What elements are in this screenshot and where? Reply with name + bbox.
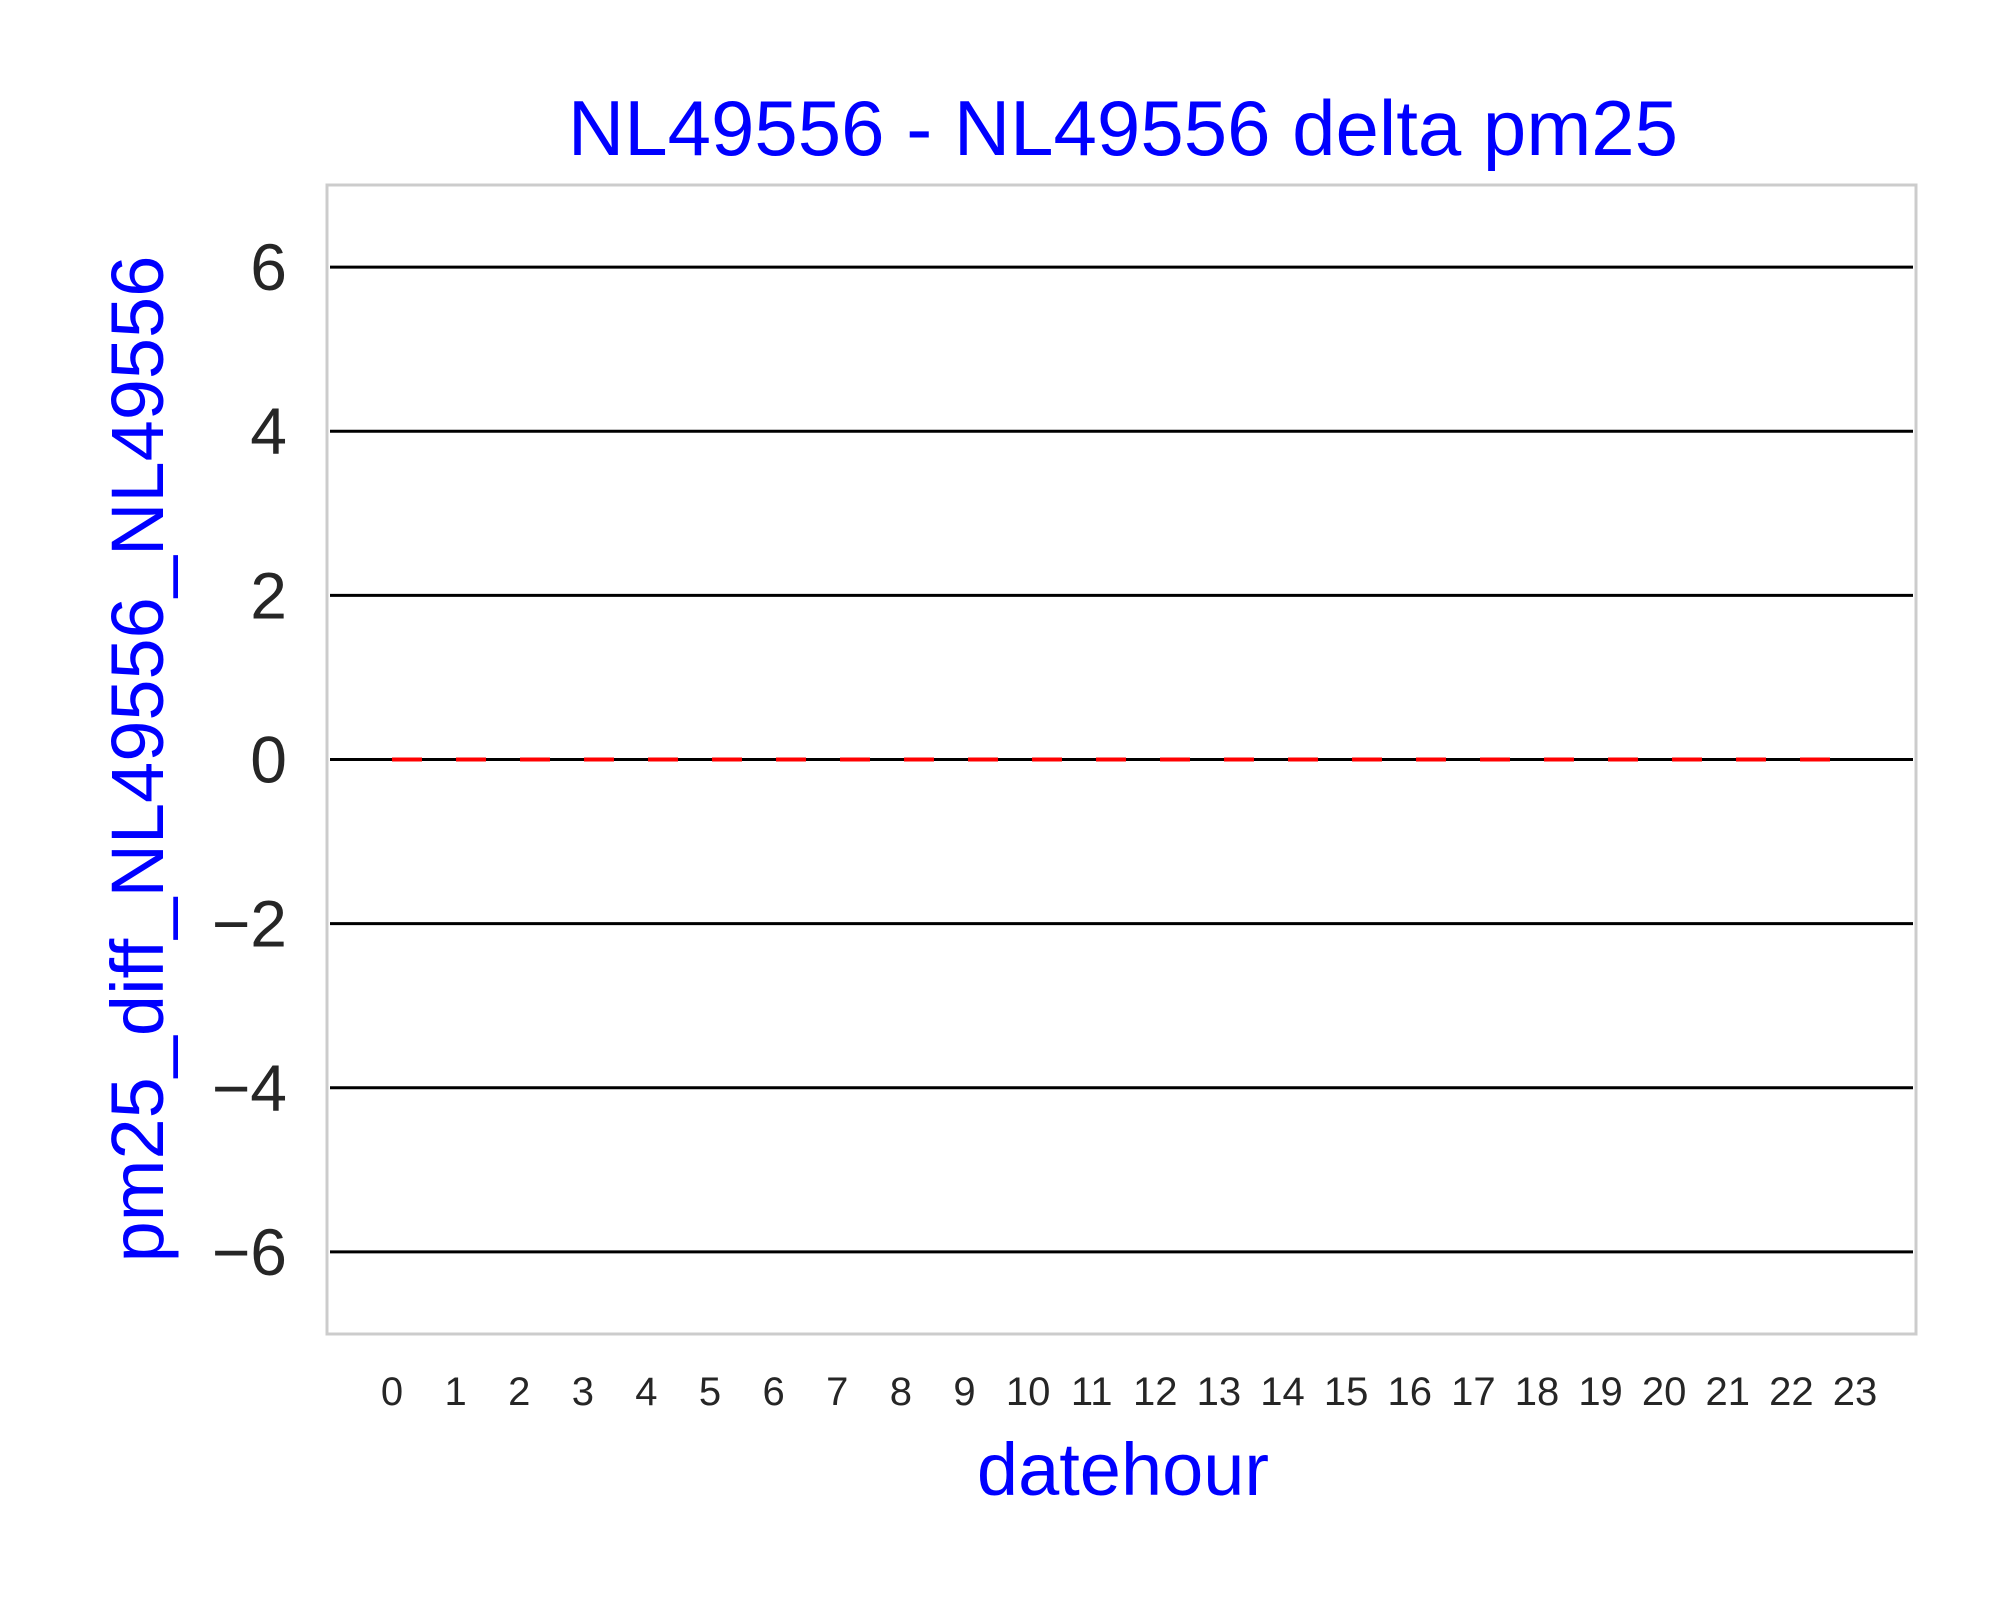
x-tick-label: 11	[1071, 1370, 1113, 1414]
x-tick-label: 4	[635, 1370, 657, 1414]
x-axis-label: datehour	[977, 1428, 1269, 1511]
y-tick-label: −6	[212, 1215, 287, 1289]
y-tick-label: −2	[212, 887, 287, 961]
x-tick-label: 0	[381, 1370, 403, 1414]
x-tick-label: 20	[1642, 1370, 1687, 1414]
y-axis-label: pm25_diff_NL49556_NL49556	[96, 256, 179, 1263]
x-tick-label: 12	[1133, 1370, 1178, 1414]
x-tick-label: 10	[1006, 1370, 1051, 1414]
x-tick-label: 3	[572, 1370, 594, 1414]
x-tick-label: 7	[826, 1370, 848, 1414]
chart-title: NL49556 - NL49556 delta pm25	[568, 84, 1678, 172]
y-tick-label: 4	[250, 394, 287, 468]
y-tick-label: 6	[250, 230, 287, 304]
x-tick-label: 18	[1515, 1370, 1560, 1414]
x-tick-label: 2	[508, 1370, 530, 1414]
x-tick-label: 5	[699, 1370, 721, 1414]
x-tick-label: 14	[1260, 1370, 1305, 1414]
x-tick-label: 13	[1197, 1370, 1242, 1414]
x-tick-labels: 0 1 2 3 4 5 6 7 8 9 10 11 12 13 14 15 16 17 18 19 20 21 22 23	[381, 1370, 1877, 1414]
y-tick-labels: 6 4 2 0 −2 −4 −6	[212, 230, 287, 1289]
x-tick-label: 21	[1706, 1370, 1751, 1414]
x-tick-label: 9	[953, 1370, 975, 1414]
y-tick-label: −4	[212, 1051, 287, 1125]
y-tick-label: 0	[250, 723, 287, 797]
x-tick-label: 19	[1578, 1370, 1623, 1414]
x-tick-label: 15	[1324, 1370, 1369, 1414]
x-tick-label: 22	[1769, 1370, 1814, 1414]
x-tick-label: 23	[1833, 1370, 1878, 1414]
x-tick-label: 17	[1451, 1370, 1496, 1414]
x-tick-label: 1	[444, 1370, 466, 1414]
y-tick-label: 2	[250, 558, 287, 632]
x-tick-label: 16	[1387, 1370, 1432, 1414]
plot-frame	[325, 183, 1918, 1336]
x-tick-label: 8	[890, 1370, 912, 1414]
x-tick-label: 6	[763, 1370, 785, 1414]
